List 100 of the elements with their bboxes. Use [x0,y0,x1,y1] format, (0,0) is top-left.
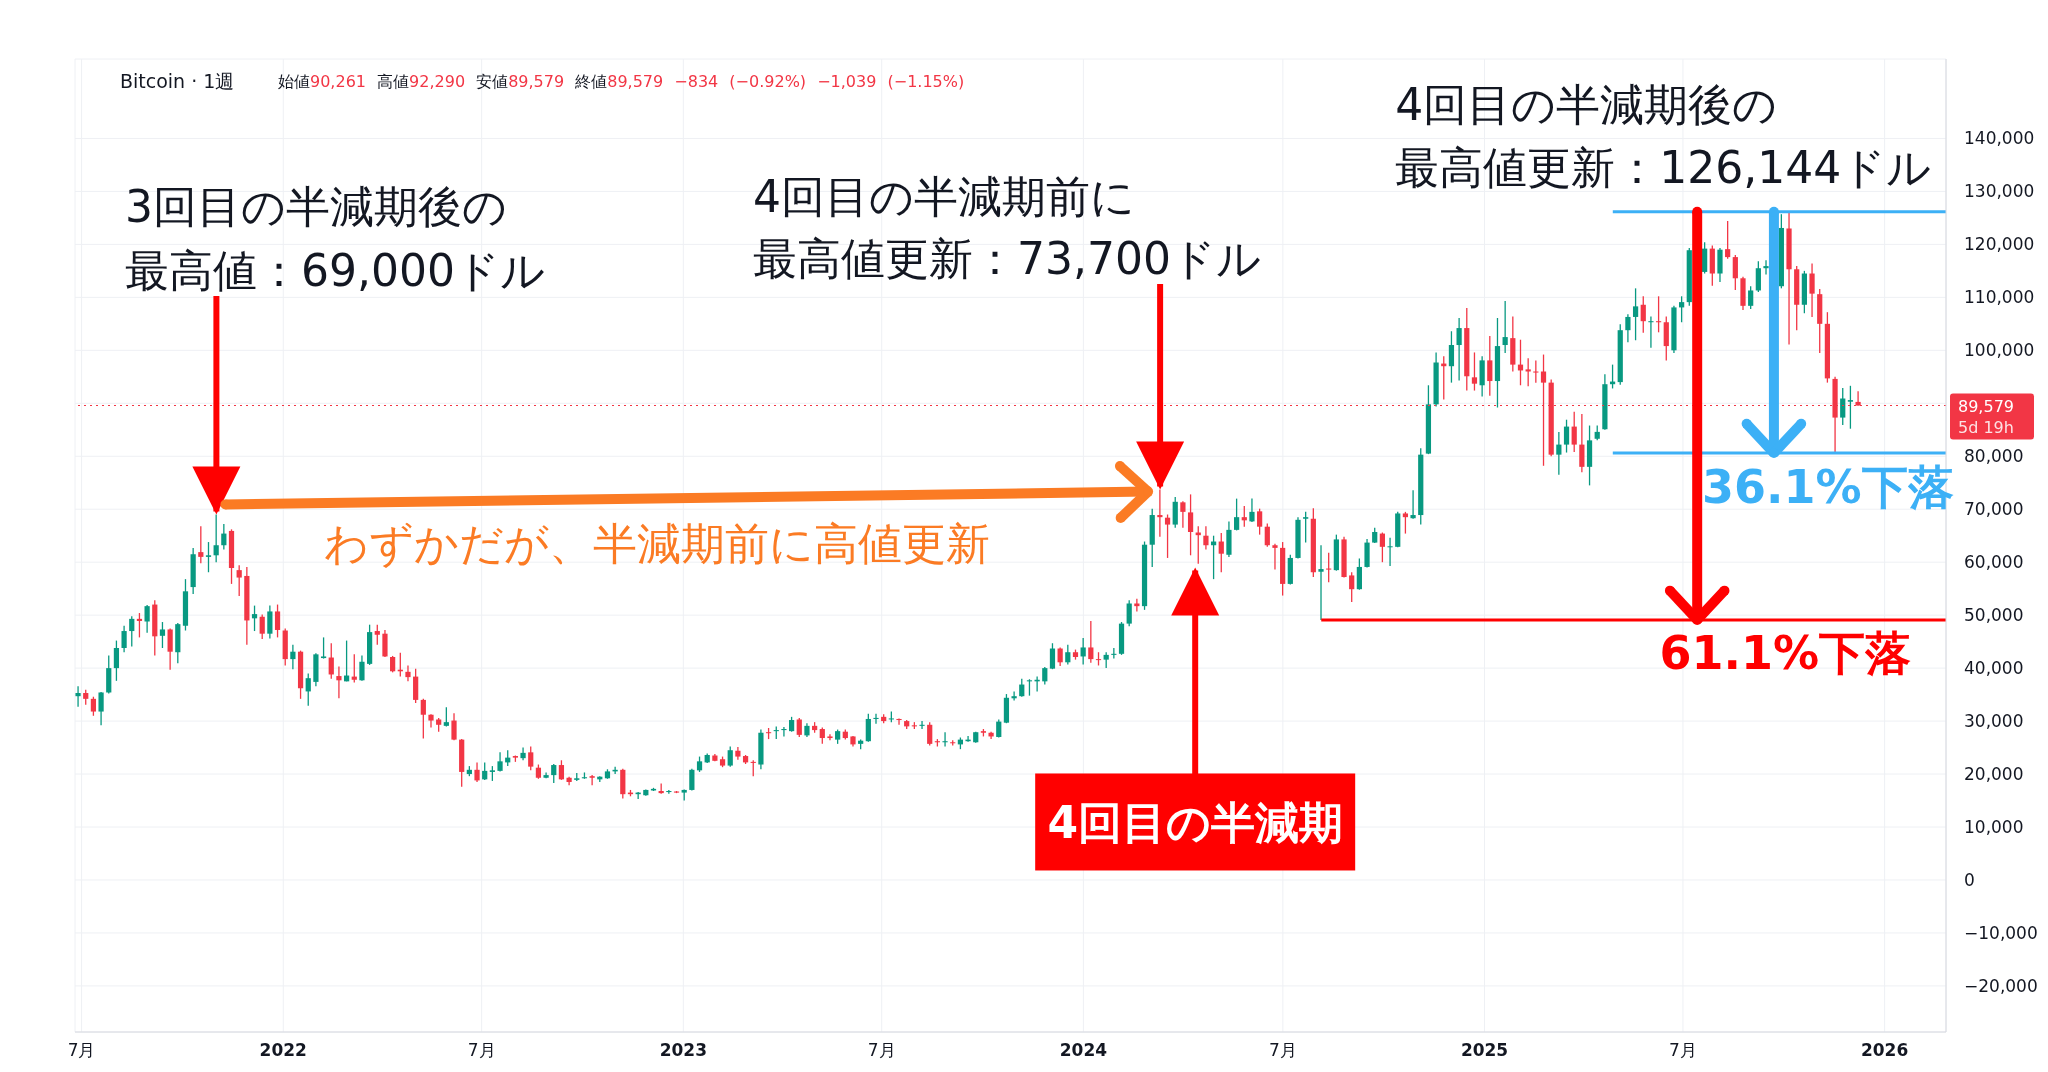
candlestick [1640,295,1646,334]
candlestick [1732,254,1738,291]
candlestick [1257,508,1263,536]
x-tick-label: 7月 [867,1040,896,1060]
candlestick [113,639,120,682]
candlestick [320,636,327,660]
candlestick [1748,285,1754,310]
candlestick [136,612,143,639]
annotation: 4回目の半減期 [1047,796,1343,848]
candlestick [267,604,273,640]
candlestick [1272,543,1278,571]
candlestick [1502,300,1508,354]
candlestick [1725,220,1731,260]
candlestick [98,691,104,726]
y-tick-label: 120,000 [1964,234,2035,255]
candlestick [290,644,296,670]
candlestick [382,629,388,658]
candlestick [159,621,166,649]
candlestick [896,717,902,726]
candlestick [1563,419,1570,454]
candlestick [1187,493,1194,556]
candlestick [865,713,871,743]
candlestick [1402,511,1409,535]
candlestick [1088,620,1094,664]
candlestick [1203,525,1209,551]
candlestick [873,713,879,725]
candlestick [551,763,557,784]
candlestick [75,685,81,708]
annotation: 61.1%下落 [1659,625,1911,680]
candlestick [1264,522,1270,548]
candlestick [1648,315,1654,349]
candlestick [1763,259,1769,276]
candlestick [474,761,480,783]
y-tick-label: 40,000 [1964,658,2024,679]
candlestick [1379,531,1385,563]
y-tick-label: −10,000 [1964,922,2038,943]
candlestick [198,525,204,564]
candlestick [1057,646,1063,667]
candlestick [359,654,365,682]
y-tick-label: 0 [1964,870,1975,891]
y-tick-label: 60,000 [1964,552,2024,573]
candlestick [221,523,227,551]
candlestick [927,721,933,747]
y-tick-label: 100,000 [1964,340,2035,361]
candlestick [1011,690,1017,702]
y-tick-label: 130,000 [1964,181,2035,202]
candlestick [589,774,595,786]
y-tick-label: 10,000 [1964,817,2024,838]
candlestick [213,513,219,563]
candlestick [413,668,419,704]
candlestick [1318,544,1324,621]
candlestick [1019,678,1025,698]
candlestick [451,712,457,741]
candlestick [1571,411,1577,453]
annotation: 4回目の半減期後の最高値更新：126,144ドル [1395,78,1932,193]
candlestick [1556,431,1562,476]
candlestick [996,718,1002,739]
candlestick [167,627,173,671]
candlestick [328,642,334,680]
candlestick [727,745,733,768]
candlestick [236,564,242,597]
candlestick [259,613,265,640]
candlestick [274,603,281,639]
candlestick [1579,413,1585,473]
candlestick [90,696,97,717]
candlestick [1471,351,1478,392]
candlestick [1172,496,1178,529]
ref-line-label: 89,579 5d 19h [1958,396,2014,437]
candlestick [1840,387,1846,426]
candlestick [1134,598,1140,613]
y-tick-label: 70,000 [1964,499,2024,520]
candlestick [558,759,565,781]
candlestick [919,720,925,730]
candlestick [1157,488,1163,538]
x-tick-label: 7月 [467,1040,496,1060]
candlestick [129,615,135,648]
x-tick-label: 7月 [67,1040,96,1060]
candlestick [1702,241,1708,275]
candlestick [144,604,150,634]
candlestick [251,604,258,632]
y-tick-label: 80,000 [1964,446,2024,467]
candlestick [305,672,311,707]
y-tick-label: 140,000 [1964,128,2035,149]
candlestick [1456,317,1462,382]
candlestick [781,726,787,738]
candlestick [121,625,127,653]
x-tick-label: 2026 [1860,1040,1909,1060]
candlestick [1487,335,1493,397]
candlestick [1349,571,1355,603]
candlestick [1410,489,1416,520]
candlestick [420,698,426,740]
text: Bitcoin · 1週 [120,70,235,92]
x-tick-label: 2022 [259,1040,307,1060]
y-tick-label: 20,000 [1964,764,2024,785]
candlestick [942,731,948,748]
candlestick [1303,511,1309,544]
candlestick [1809,262,1815,318]
x-tick-label: 2025 [1460,1040,1509,1060]
x-tick-label: 7月 [1268,1040,1297,1060]
candlestick [796,717,802,738]
